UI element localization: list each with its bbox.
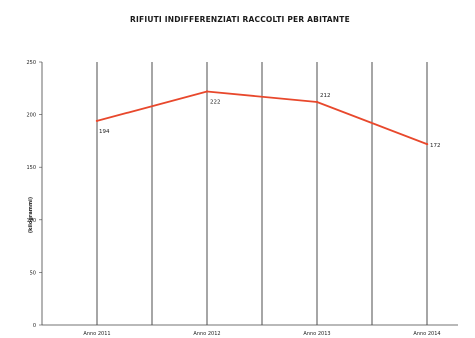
- y-tick-label: 0: [33, 323, 36, 329]
- x-tick-label: Anno 2012: [193, 331, 220, 337]
- axes: 0 50 100 150 200 250 Anno 2011 Anno 2012 Anno 20…: [26, 60, 458, 337]
- y-axis-label: (kilogrammi): [28, 197, 34, 233]
- data-point: [425, 142, 429, 146]
- y-tick-label: 150: [26, 165, 36, 171]
- chart-title: RIFIUTI INDIFFERENZIATI RACCOLTI PER ABI…: [130, 15, 350, 24]
- data-label: 172: [430, 143, 441, 149]
- y-tick-label: 100: [26, 218, 36, 224]
- y-tick-label: 50: [30, 270, 36, 276]
- data-label: 222: [210, 99, 221, 105]
- data-label: 194: [99, 129, 110, 135]
- data-point: [205, 90, 209, 93]
- x-tick-label: Anno 2011: [83, 331, 110, 337]
- y-tick-label: 200: [26, 113, 36, 119]
- data-point: [95, 119, 99, 123]
- series-line-path: [96, 90, 428, 145]
- data-label: 212: [320, 93, 331, 99]
- y-tick-label: 250: [26, 60, 36, 66]
- x-tick-label: Anno 2014: [413, 331, 440, 337]
- x-tick-label: Anno 2013: [303, 331, 330, 337]
- series-line: [95, 90, 429, 146]
- data-point: [315, 100, 319, 104]
- gridlines: [96, 62, 428, 325]
- data-labels: 194 222 212 172: [99, 93, 441, 149]
